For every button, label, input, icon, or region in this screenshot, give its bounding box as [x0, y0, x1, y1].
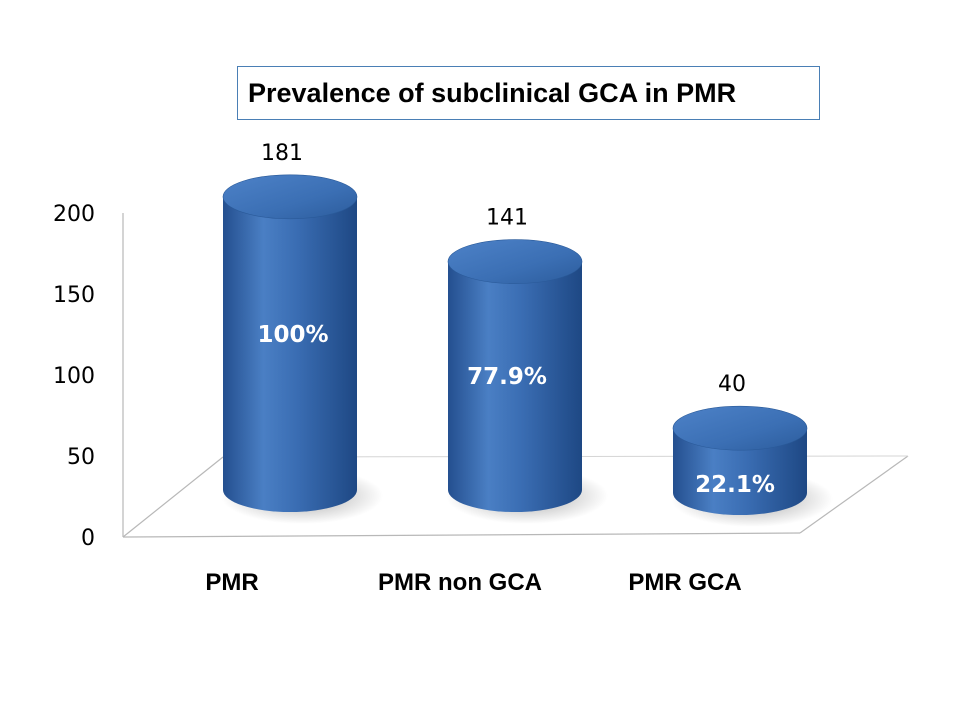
chart-title-box: Prevalence of subclinical GCA in PMR	[237, 66, 820, 120]
bar-body	[223, 196, 357, 512]
bar-body	[673, 428, 807, 515]
bar-top-cap	[672, 405, 808, 451]
bar-2	[446, 239, 608, 524]
bar-3	[671, 405, 833, 527]
bar-body	[448, 261, 582, 512]
bar-1	[221, 174, 383, 524]
y-tick-label: 50	[67, 445, 95, 470]
bar-top-cap	[447, 239, 583, 284]
floor-right-edge	[799, 455, 909, 534]
y-tick-label: 0	[81, 526, 95, 551]
bar-value-label: 40	[718, 372, 746, 397]
floor-front-line	[122, 532, 801, 538]
floor-left-edge	[122, 456, 224, 538]
y-tick-label: 100	[53, 364, 95, 389]
bar-percent-label: 22.1%	[695, 472, 775, 498]
bar-top-cap	[222, 174, 358, 220]
bar-value-label: 141	[486, 206, 528, 231]
x-category-label: PMR non GCA	[378, 569, 542, 596]
bar-value-label: 181	[261, 141, 303, 166]
x-category-label: PMR	[205, 569, 258, 596]
bar-percent-label: 77.9%	[467, 364, 547, 390]
y-tick-label: 200	[53, 202, 95, 227]
x-category-label: PMR GCA	[628, 569, 741, 596]
chart-title: Prevalence of subclinical GCA in PMR	[248, 77, 737, 108]
bar-percent-label: 100%	[257, 322, 328, 348]
y-tick-label: 150	[53, 283, 95, 308]
